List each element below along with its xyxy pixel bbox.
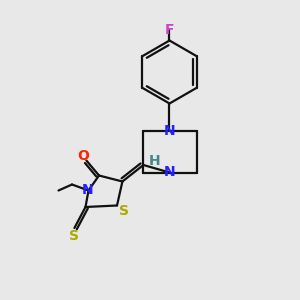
Text: F: F [165,23,174,37]
Text: S: S [69,229,79,242]
Text: N: N [164,124,175,137]
Text: H: H [149,154,160,168]
Text: S: S [118,204,129,218]
Text: N: N [82,184,94,197]
Text: N: N [164,166,175,179]
Text: O: O [77,149,89,163]
